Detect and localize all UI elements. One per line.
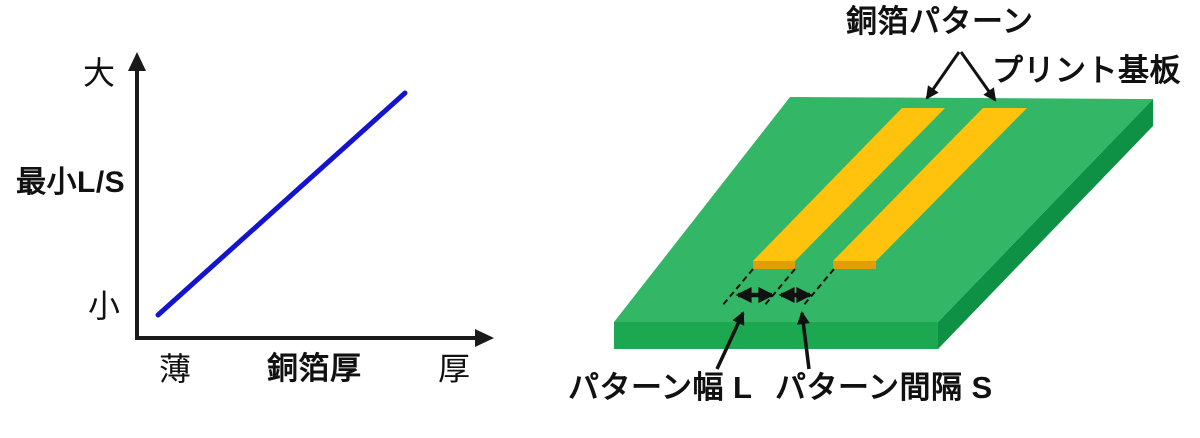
copper-trace-2-front-face [833,261,876,269]
pattern-width-label: パターン幅 L [568,370,753,405]
pattern-spacing-label: パターン間隔 S [775,370,993,405]
x-axis-title: 銅箔厚 [267,351,362,386]
y-axis-arrowhead-icon [128,52,146,71]
pcb-illustration [614,51,1153,370]
left-chart [128,52,494,347]
copper-trace-1-top-face [753,108,945,261]
copper-pattern-pointer-right-arrow-icon [959,51,997,102]
copper-trace-1-front-face [753,261,795,269]
pattern-spacing-pointer-arrow-icon [796,311,811,370]
pattern-width-pointer-arrow-icon [715,311,745,370]
y-axis-min-label: 小 [88,288,121,324]
pcb-label: プリント基板 [992,53,1181,88]
x-axis-min-label: 薄 [159,351,192,387]
copper-trace-2-top-face [833,108,1027,261]
trend-line [155,90,408,318]
x-axis-arrowhead-icon [475,329,494,347]
pcb-board-right-face [938,99,1153,349]
y-axis-title: 最小L/S [16,166,126,199]
x-axis-max-label: 厚 [438,351,471,387]
copper-pattern-pointer-left-arrow-icon [925,51,961,100]
y-axis-max-label: 大 [83,55,116,91]
pcb-board-front-face [614,322,938,349]
copper-pattern-label: 銅箔パターン [846,4,1034,39]
